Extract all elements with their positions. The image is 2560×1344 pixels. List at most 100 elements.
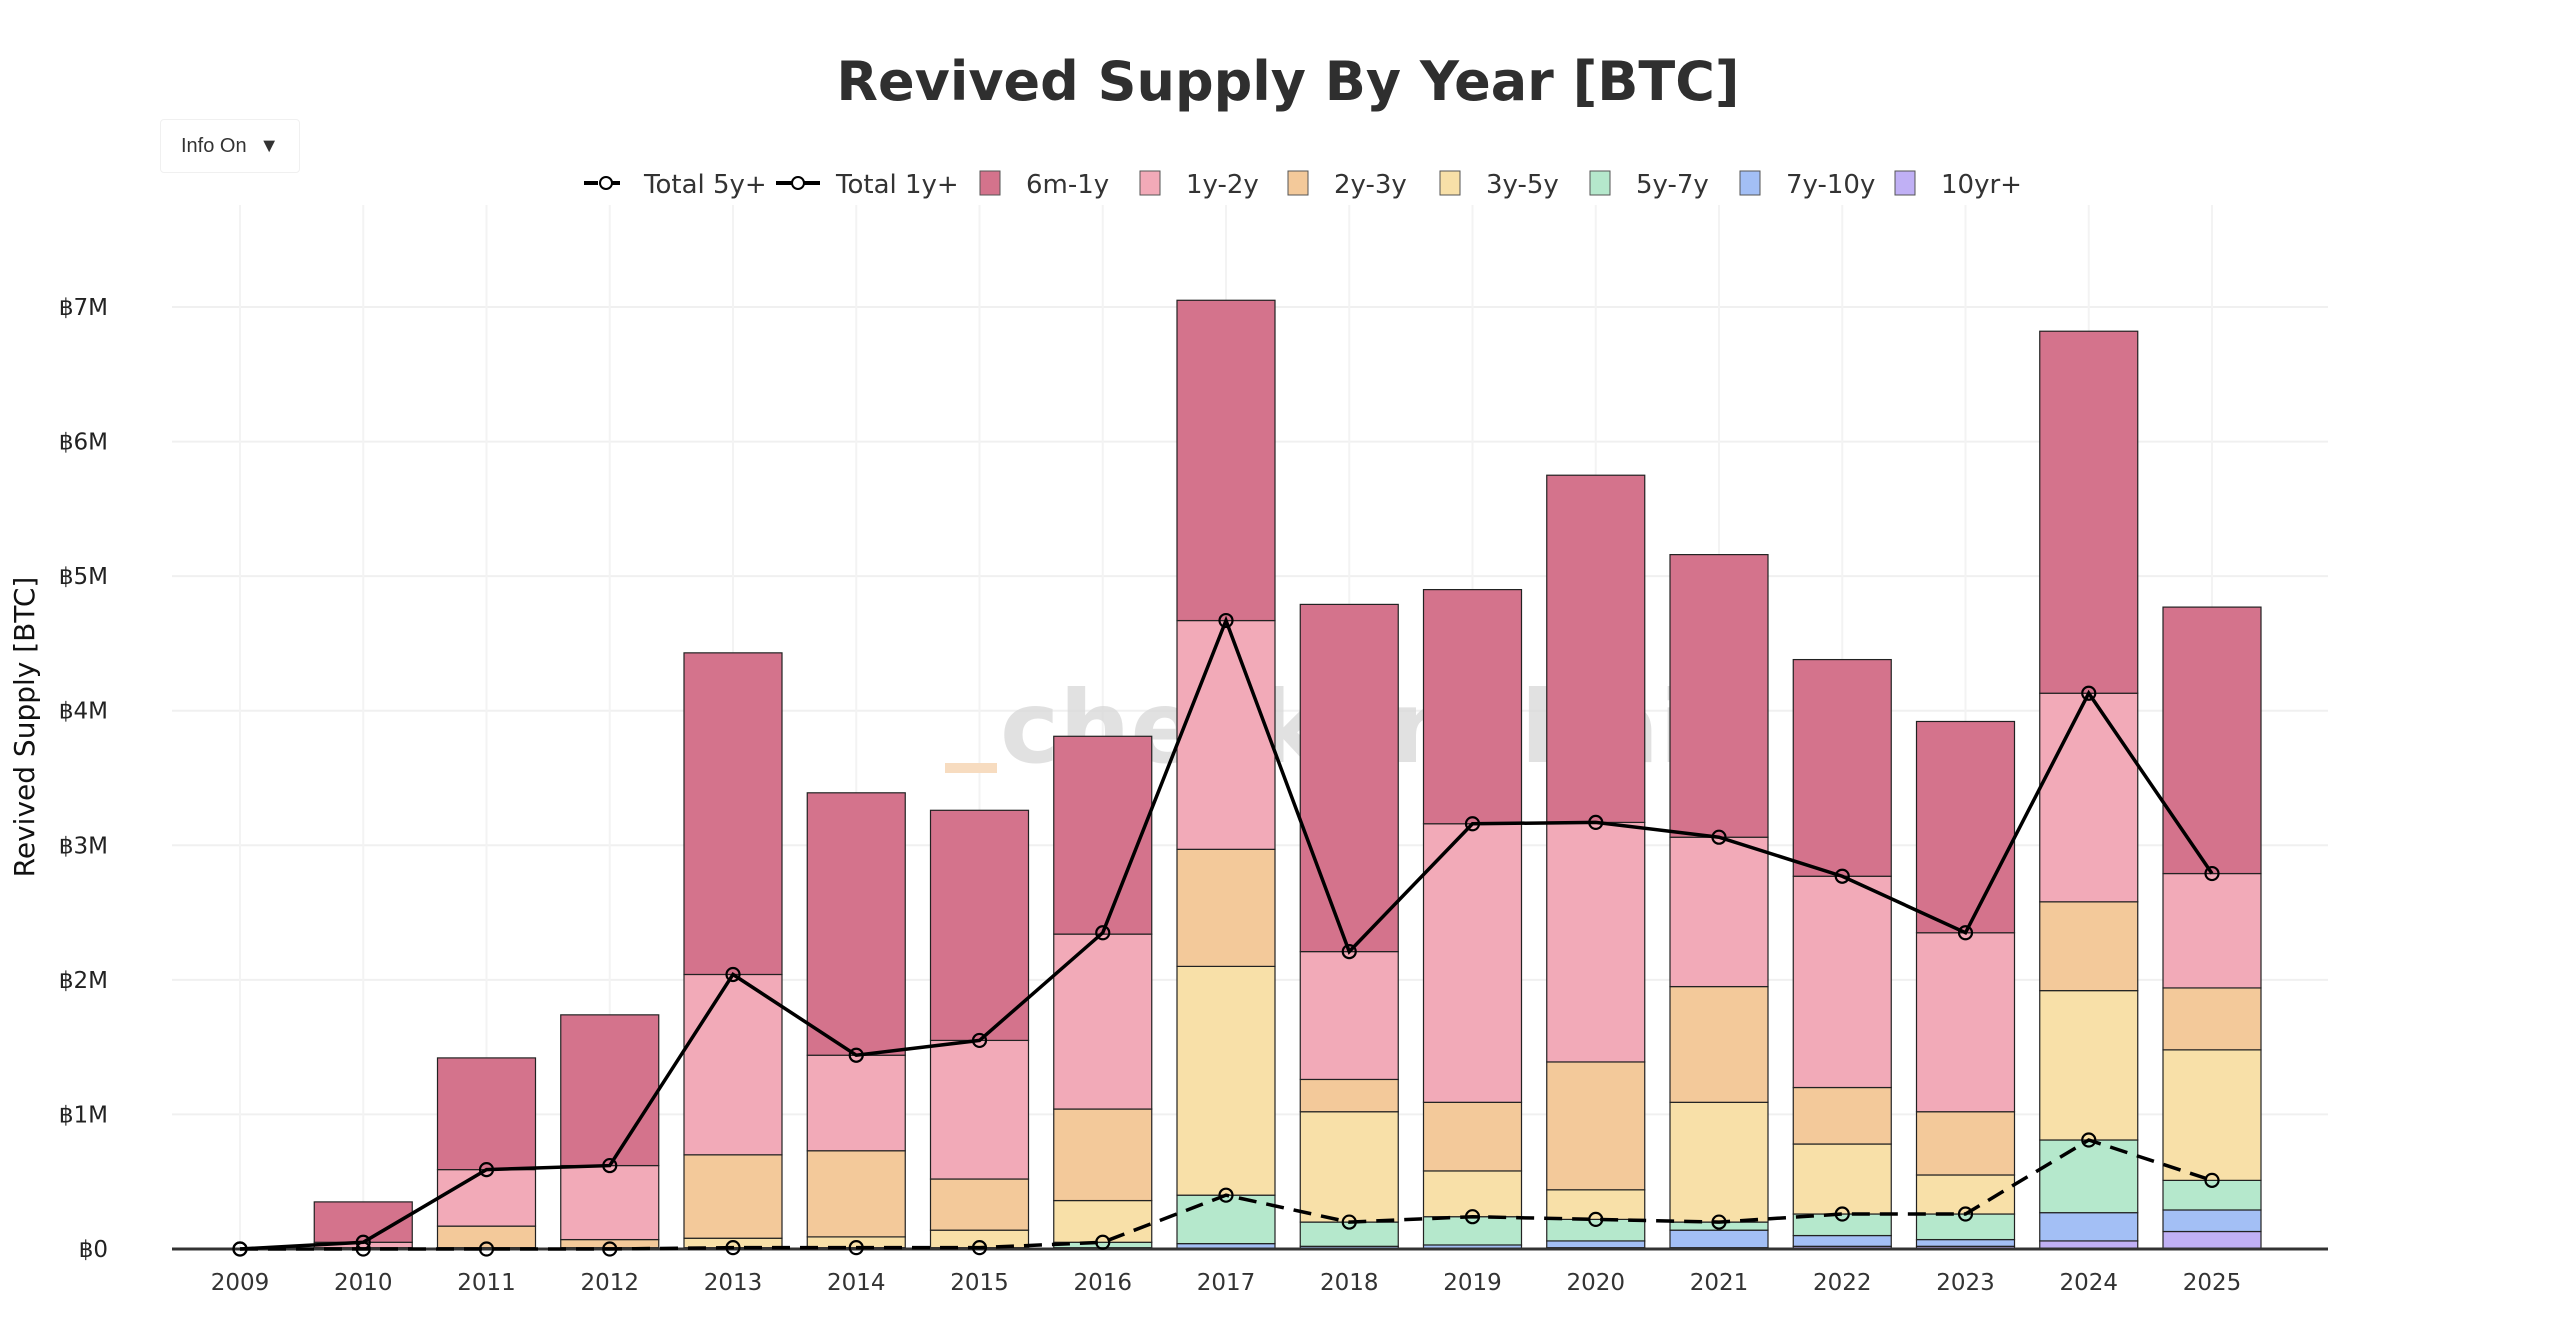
legend-swatch (1894, 170, 1916, 196)
caret-down-icon: ▼ (259, 134, 279, 157)
line-marker (1341, 1214, 1357, 1230)
line-marker (725, 1240, 741, 1256)
info-toggle-dropdown[interactable]: Info On ▼ (160, 119, 300, 173)
bar-segment-7y-10y (1546, 1240, 1646, 1249)
legend-swatch (1739, 170, 1761, 196)
bar-segment-6m-1y (1546, 474, 1646, 824)
legend-label: Total 1y+ (835, 170, 959, 200)
x-tick-label: 2015 (950, 1270, 1009, 1296)
bar-segment-2y-3y (2039, 901, 2139, 992)
bar-segment-2y-3y (1669, 985, 1769, 1103)
bar-segment-3y-5y (2162, 1049, 2262, 1181)
x-tick-label: 2014 (827, 1270, 886, 1296)
line-marker (478, 1241, 495, 1257)
y-tick-label: ฿3M (59, 833, 108, 859)
bar-segment-2y-3y (560, 1238, 660, 1249)
bar-segment-7y-10y (2039, 1212, 2139, 1242)
legend-label: 6m-1y (1026, 170, 1109, 200)
chart-title: Revived Supply By Year [BTC] (836, 50, 1739, 113)
bar-segment-6m-1y (436, 1057, 537, 1171)
line-marker (602, 1241, 618, 1257)
bar-segment-3y-5y (1546, 1189, 1646, 1220)
line-total-5y- (240, 1138, 2213, 1251)
bar-segment-5y-7y (1422, 1216, 1523, 1246)
bar-segment-5y-7y (1299, 1221, 1399, 1247)
y-tick-label: ฿0 (79, 1237, 108, 1263)
bar-segment-6m-1y (1669, 554, 1769, 838)
y-tick-label: ฿7M (59, 295, 108, 321)
bar-segment-3y-5y (1176, 965, 1276, 1196)
line-marker (1218, 1187, 1234, 1203)
legend-swatch (1439, 170, 1461, 196)
x-tick-label: 2024 (2059, 1270, 2118, 1296)
bar-segment-3y-5y (1669, 1101, 1769, 1223)
bar-segment-3y-5y (2039, 990, 2139, 1141)
bar-segment-2y-3y (1053, 1108, 1153, 1202)
x-tick-label: 2010 (334, 1270, 393, 1296)
line-marker (1095, 925, 1111, 941)
x-tick-label: 2021 (1690, 1270, 1749, 1296)
x-tick-label: 2022 (1813, 1270, 1872, 1296)
line-marker (1218, 612, 1234, 629)
line-marker (971, 1240, 988, 1256)
line-marker (1095, 1234, 1111, 1250)
x-tick-label: 2016 (1073, 1270, 1132, 1296)
bar-segment-1y-2y (2162, 872, 2262, 989)
bar-segment-2y-3y (2162, 987, 2262, 1051)
x-tick-label: 2017 (1197, 1270, 1256, 1296)
line-marker (1711, 829, 1727, 845)
bar-segment-6m-1y (1915, 720, 2016, 934)
bar-segment-6m-1y (1176, 299, 1276, 622)
bar-segment-6m-1y (2162, 606, 2262, 875)
line-marker (602, 1157, 618, 1174)
x-tick-label: 2009 (211, 1270, 270, 1296)
x-axis-ticks: 2009 2010 2011 2012 2013 2014 2015 2016 2017 2018… (211, 1270, 2242, 1296)
legend-swatch (1139, 170, 1161, 196)
line-marker (1464, 816, 1481, 832)
legend-swatch (1287, 170, 1309, 196)
bar-segment-1y-2y (929, 1039, 1030, 1180)
bar-segment-6m-1y (2039, 330, 2139, 694)
legend-label: 2y-3y (1334, 170, 1407, 200)
bar-segment-6m-1y (1053, 735, 1153, 935)
legend-swatch (1589, 170, 1611, 196)
legend-marker (599, 176, 613, 190)
legend-label: 5y-7y (1636, 170, 1709, 200)
bar-segment-6m-1y (1422, 588, 1523, 825)
y-tick-label: ฿1M (59, 1102, 108, 1128)
legend: Total 5y+ Total 1y+ 6m-1y 1y-2y 2y-3y 3y-5y 5y… (584, 170, 2022, 200)
line-marker (478, 1162, 495, 1178)
bar-segment-1y-2y (1422, 823, 1523, 1103)
line-marker (232, 1241, 248, 1257)
bar-segment-2y-3y (929, 1178, 1030, 1231)
line-marker (2204, 865, 2220, 882)
legend-marker (791, 176, 805, 190)
bar-segment-5y-7y (2162, 1179, 2262, 1211)
line-marker (971, 1032, 988, 1049)
bar-segment-1y-2y (2039, 692, 2139, 903)
x-tick-label: 2020 (1566, 1270, 1625, 1296)
bar-segment-1y-2y (1915, 932, 2016, 1113)
bar-segment-1y-2y (1792, 875, 1892, 1089)
bar-segment-1y-2y (1669, 836, 1769, 988)
bar-segment-6m-1y (806, 792, 906, 1056)
lines (232, 612, 2220, 1257)
line-marker (725, 966, 741, 983)
bar-segment-2y-3y (1299, 1078, 1399, 1113)
line-marker (1834, 868, 1850, 884)
x-tick-label: 2025 (2183, 1270, 2242, 1296)
bar-segment-2y-3y (1422, 1101, 1523, 1172)
y-axis-ticks: ฿0 ฿1M ฿2M ฿3M ฿4M ฿5M ฿6M ฿7M (59, 295, 108, 1263)
legend-swatch (979, 170, 1001, 196)
bar-segment-3y-5y (1792, 1143, 1892, 1215)
line-marker (1834, 1206, 1850, 1222)
line-marker (2081, 1132, 2097, 1148)
bar-segment-2y-3y (436, 1225, 537, 1249)
bar-segment-6m-1y (1299, 603, 1399, 953)
bar-segment-1y-2y (683, 973, 783, 1156)
bar-segment-6m-1y (1792, 658, 1892, 877)
bar-segment-1y-2y (1176, 619, 1276, 850)
line-marker (1341, 943, 1357, 960)
x-tick-label: 2013 (704, 1270, 763, 1296)
x-tick-label: 2023 (1936, 1270, 1995, 1296)
